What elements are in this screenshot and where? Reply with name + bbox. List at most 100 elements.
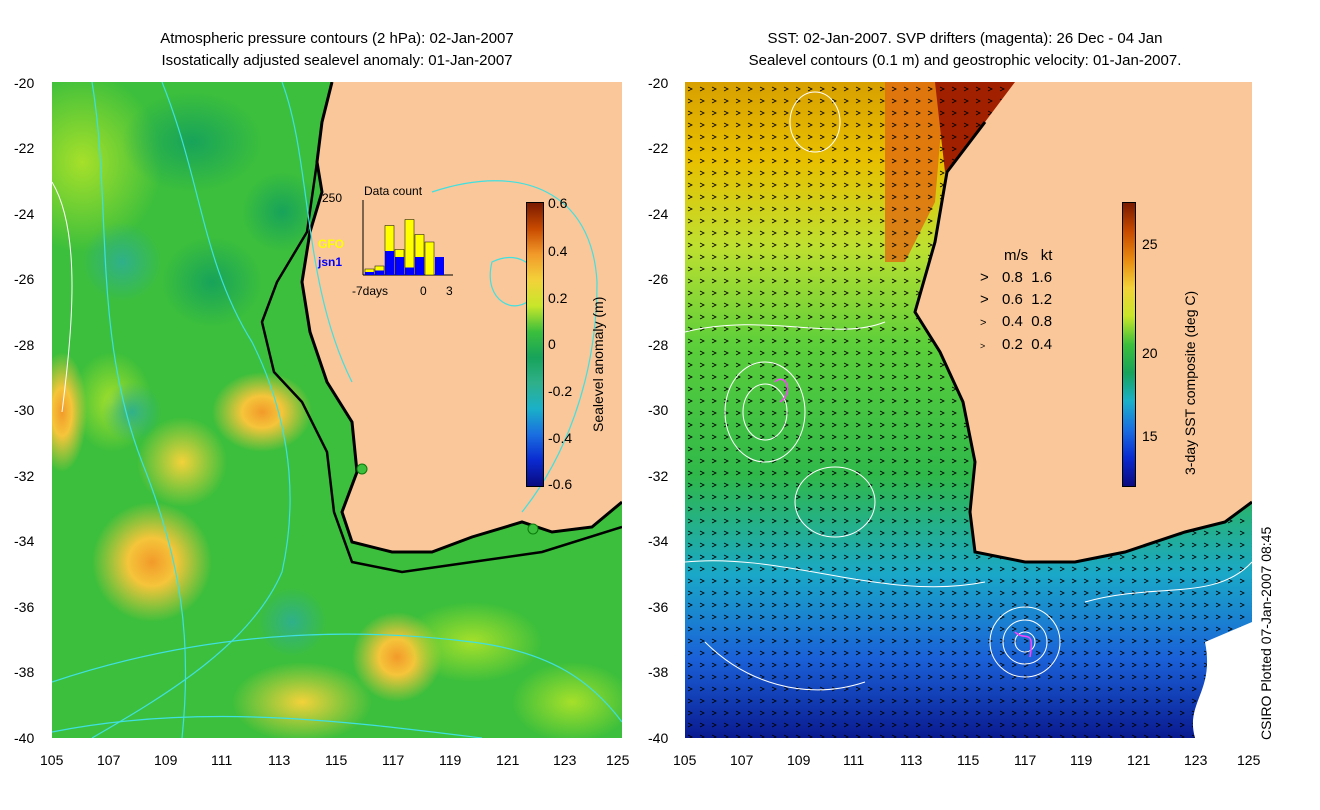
arrow-icon: > [980,269,989,286]
histogram-bar-jsn1 [395,257,404,275]
sealevel-cb-tick: 0.6 [548,195,568,211]
left-y-tick: -22 [14,140,35,156]
sealevel-cb-tick: -0.2 [548,383,573,399]
right-y-tick: -32 [648,468,669,484]
histogram-bar-jsn1 [385,251,394,275]
right-y-tick: -28 [648,337,669,353]
sst-cb-tick: 20 [1142,345,1158,361]
right-y-tick: -20 [648,75,669,91]
right-y-tick: -34 [648,533,669,549]
left-x-tick: 111 [211,752,233,768]
left-x-tick: 125 [606,752,630,768]
histogram-bar-jsn1 [415,257,424,275]
right-y-tick: -24 [648,206,669,222]
left-title-line1: Atmospheric pressure contours (2 hPa): 0… [160,30,514,47]
left-x-tick: 119 [439,752,462,768]
right-y-tick: -22 [648,140,669,156]
left-y-tick: -36 [14,599,35,615]
right-y-tick: -26 [648,271,669,287]
sealevel-cb-tick: -0.4 [548,430,573,446]
right-y-tick: -30 [648,402,669,418]
left-x-tick: 109 [154,752,178,768]
right-y-tick: -40 [648,730,669,746]
credit-label: CSIRO Plotted 07-Jan-2007 08:45 [1258,526,1274,740]
velocity-ms: 0.2 [1002,336,1023,353]
right-y-tick: -38 [648,664,669,680]
left-x-tick: 117 [382,752,405,768]
left-map [52,82,622,738]
velocity-ms: 0.4 [1002,313,1023,330]
left-x-tick: 113 [268,752,291,768]
sst-colorbar [1122,202,1136,487]
sealevel-colorbar [526,202,544,487]
histogram-bar-gfo [404,219,415,276]
right-map [685,82,1252,738]
arrow-icon: > [980,341,986,351]
histogram-bar-jsn1 [365,272,374,275]
velocity-legend-row: >0.6 1.2 [980,289,1052,311]
histogram-bar-jsn1 [375,270,384,275]
left-y-tick: -24 [14,206,35,222]
legend-jsn1: jsn1 [317,255,342,269]
sst-cb-label: 3-day SST composite (deg C) [1182,290,1198,475]
sealevel-cb-tick: 0 [548,336,556,352]
left-x-tick: 105 [40,752,64,768]
velocity-kt: 0.4 [1031,336,1053,353]
velocity-ms: 0.6 [1002,291,1023,308]
histogram-xlabel-end: 3 [446,284,453,298]
histogram-ymax: 250 [322,191,342,205]
right-x-tick: 115 [957,752,980,768]
left-x-tick: 123 [553,752,577,768]
right-x-tick: 123 [1184,752,1208,768]
sst-cb-tick: 25 [1142,236,1158,252]
right-x-tick: 105 [673,752,697,768]
velocity-legend: m/s kt >0.8 1.6 >0.6 1.2 >0.4 0.8 >0.2 0… [980,245,1052,357]
histogram-bar-gfo [424,241,435,276]
right-x-tick: 125 [1237,752,1261,768]
right-x-tick: 113 [900,752,923,768]
left-y-tick: -38 [14,664,35,680]
sealevel-cb-tick: 0.2 [548,290,568,306]
sealevel-cb-tick: 0.4 [548,243,568,259]
left-y-tick: -20 [14,75,35,91]
right-x-tick: 107 [730,752,754,768]
velocity-legend-header: m/s kt [980,245,1052,267]
histogram-bar-jsn1 [435,257,444,275]
velocity-kt: 0.8 [1031,313,1053,330]
velocity-legend-row: >0.2 0.4 [980,334,1052,357]
left-y-tick: -34 [14,533,35,549]
velocity-legend-row: >0.8 1.6 [980,267,1052,289]
left-y-tick: -40 [14,730,35,746]
left-y-tick: -26 [14,271,35,287]
left-y-tick: -30 [14,402,35,418]
left-x-tick: 121 [496,752,520,768]
right-y-tick: -36 [648,599,669,615]
arrow-icon: > [980,317,987,329]
velocity-ms: 0.8 [1002,269,1023,286]
histogram-bar-jsn1 [405,267,414,275]
left-x-tick: 115 [325,752,348,768]
histogram-title: Data count [364,184,423,198]
histogram-xlabel-start: -7days [352,284,388,298]
left-x-tick: 107 [97,752,121,768]
right-x-tick: 117 [1014,752,1037,768]
right-title-line1: SST: 02-Jan-2007. SVP drifters (magenta)… [767,30,1163,47]
histogram-xlabel-zero: 0 [420,284,427,298]
velocity-kt: 1.6 [1031,269,1053,286]
velocity-header-kt: kt [1040,247,1053,264]
left-y-tick: -32 [14,468,35,484]
velocity-kt: 1.2 [1031,291,1053,308]
right-x-tick: 111 [843,752,865,768]
right-x-tick: 121 [1127,752,1151,768]
sst-cb-tick: 15 [1142,428,1158,444]
velocity-header-ms: m/s [1004,247,1029,264]
left-title-line2: Isostatically adjusted sealevel anomaly:… [161,52,513,69]
data-count-histogram: Data count 250 GFO jsn1 -7days 0 3 [317,184,453,298]
right-x-tick: 119 [1070,752,1093,768]
right-title-line2: Sealevel contours (0.1 m) and geostrophi… [748,52,1182,69]
sealevel-cb-tick: -0.6 [548,476,573,492]
left-y-tick: -28 [14,337,35,353]
right-x-tick: 109 [787,752,811,768]
legend-gfo: GFO [318,237,344,251]
arrow-icon: > [980,291,989,308]
